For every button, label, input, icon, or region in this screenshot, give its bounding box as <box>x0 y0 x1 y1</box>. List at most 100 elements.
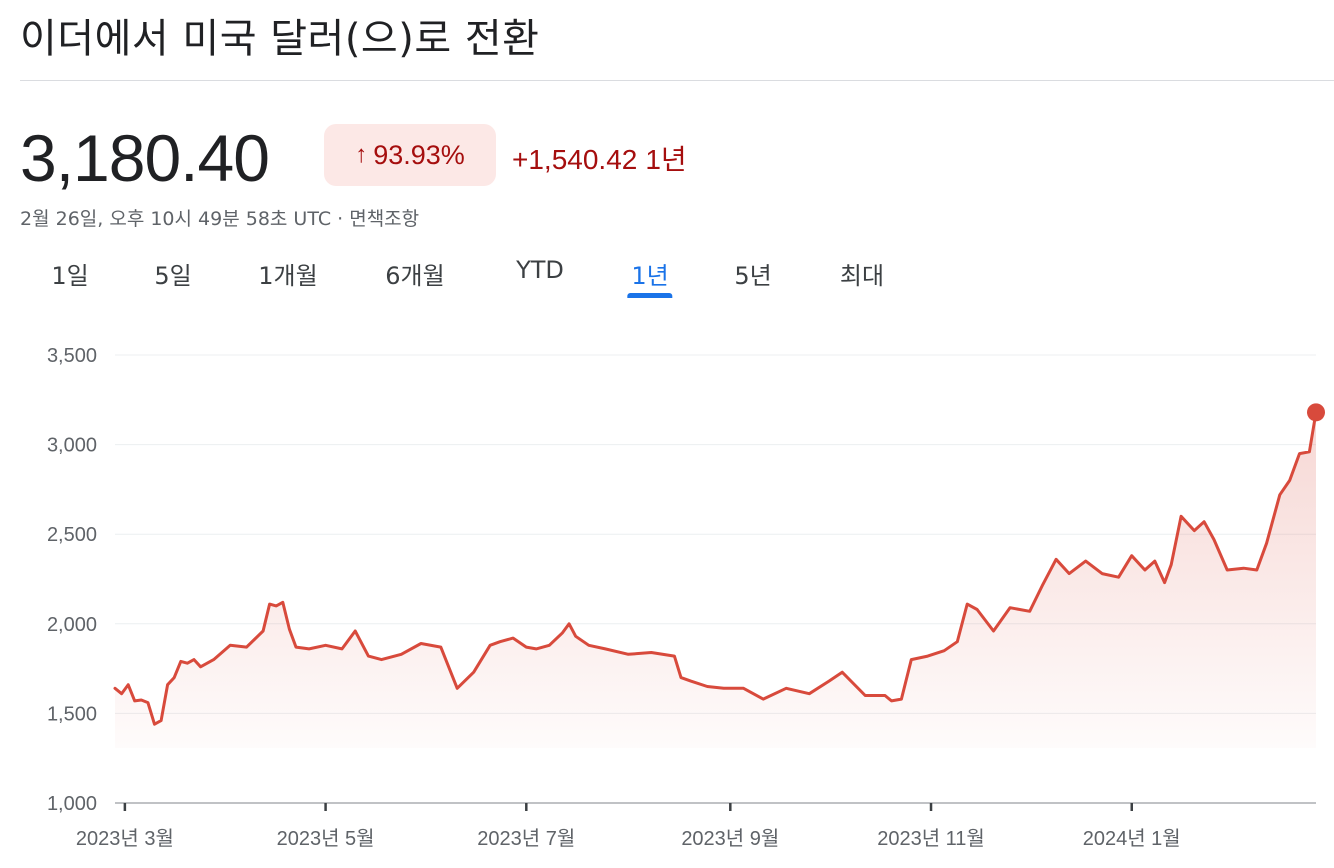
data-point <box>440 646 442 648</box>
data-point <box>900 698 902 700</box>
data-point <box>213 659 215 661</box>
x-tick-label: 2023년 3월 <box>76 827 174 850</box>
data-point <box>841 671 843 673</box>
current-price: 3,180.40 <box>20 121 270 195</box>
data-point <box>1029 610 1031 612</box>
percent-change-badge: ↑ 93.93% <box>324 124 496 186</box>
data-point <box>1009 607 1011 609</box>
data-point <box>568 623 570 625</box>
tab-1y[interactable]: 1년 <box>627 250 674 298</box>
data-point <box>828 680 830 682</box>
tab-5d[interactable]: 5일 <box>154 262 192 290</box>
data-point <box>808 693 810 695</box>
data-point <box>341 648 343 650</box>
y-tick-label: 1,000 <box>47 793 97 815</box>
data-point <box>246 646 248 648</box>
data-point <box>262 630 264 632</box>
data-point <box>1118 576 1120 578</box>
data-point <box>1180 515 1182 517</box>
data-point <box>976 608 978 610</box>
absolute-change-value: +1,540.42 <box>512 144 638 175</box>
data-point <box>943 650 945 652</box>
data-point <box>127 684 129 686</box>
data-point <box>1131 555 1133 557</box>
data-point <box>1289 479 1291 481</box>
data-point <box>275 605 277 607</box>
data-point <box>966 603 968 605</box>
data-point <box>1068 573 1070 575</box>
timestamp-disclaimer[interactable]: 2월 26일, 오후 10시 49분 58초 UTC · 면책조항 <box>20 208 420 230</box>
data-point <box>1213 539 1215 541</box>
data-point <box>354 630 356 632</box>
data-point <box>604 648 606 650</box>
y-tick-label: 3,500 <box>47 345 97 367</box>
data-point <box>1203 521 1205 523</box>
arrow-up-icon: ↑ <box>355 141 368 168</box>
data-point <box>1279 494 1281 496</box>
data-point <box>1154 560 1156 562</box>
data-point <box>400 653 402 655</box>
tab-1m[interactable]: 1개월 <box>258 262 318 290</box>
data-point <box>525 646 527 648</box>
data-point <box>489 644 491 646</box>
data-point <box>1055 558 1057 560</box>
tab-ytd[interactable]: YTD <box>516 256 564 284</box>
data-point <box>1193 530 1195 532</box>
data-point <box>308 648 310 650</box>
data-points <box>114 411 1317 725</box>
data-point <box>575 635 577 637</box>
absolute-change: +1,540.42 1년 <box>512 138 687 178</box>
data-point <box>673 655 675 657</box>
tab-max[interactable]: 최대 <box>839 262 885 290</box>
latest-price-dot <box>1307 403 1325 422</box>
data-point <box>229 644 231 646</box>
data-point <box>680 677 682 679</box>
data-point <box>200 666 202 668</box>
data-point <box>456 687 458 689</box>
data-point <box>288 628 290 630</box>
data-point <box>1164 582 1166 584</box>
data-point <box>561 632 563 634</box>
data-point <box>114 687 116 689</box>
x-tick-label: 2023년 5월 <box>277 827 375 850</box>
tab-6m[interactable]: 6개월 <box>385 262 445 290</box>
data-point <box>186 662 188 664</box>
x-tick-label: 2023년 9월 <box>681 827 779 850</box>
data-point <box>473 671 475 673</box>
data-point <box>1308 451 1310 453</box>
data-point <box>147 702 149 704</box>
x-axis-ticks: 2023년 3월 2023년 5월 2023년 7월 2023년 9월 2023년 11… <box>76 803 1181 850</box>
data-point <box>891 700 893 702</box>
change-period: 1년 <box>645 144 687 175</box>
tab-5y[interactable]: 5년 <box>734 262 772 290</box>
data-point <box>140 699 142 701</box>
data-point <box>173 677 175 679</box>
data-point <box>167 684 169 686</box>
data-point <box>993 630 995 632</box>
data-point <box>153 723 155 725</box>
data-point <box>499 641 501 643</box>
data-point <box>381 659 383 661</box>
percent-change-value: 93.93% <box>373 139 465 170</box>
y-tick-label: 3,000 <box>47 435 97 457</box>
data-point <box>548 644 550 646</box>
x-tick-label: 2023년 11월 <box>877 827 985 850</box>
data-point <box>325 644 327 646</box>
data-point <box>295 646 297 648</box>
y-tick-label: 1,500 <box>47 703 97 725</box>
y-tick-label: 2,500 <box>47 524 97 546</box>
data-point <box>160 720 162 722</box>
data-point <box>193 659 195 661</box>
tab-1d[interactable]: 1일 <box>51 262 89 290</box>
data-point <box>690 680 692 682</box>
y-axis-labels: 1,000 1,500 2,000 2,500 3,000 3,500 <box>47 345 97 815</box>
data-point <box>706 686 708 688</box>
data-point <box>785 687 787 689</box>
data-point <box>588 644 590 646</box>
data-point <box>180 660 182 662</box>
data-point <box>1101 573 1103 575</box>
data-point <box>1266 542 1268 544</box>
data-point <box>1256 569 1258 571</box>
data-point <box>535 648 537 650</box>
